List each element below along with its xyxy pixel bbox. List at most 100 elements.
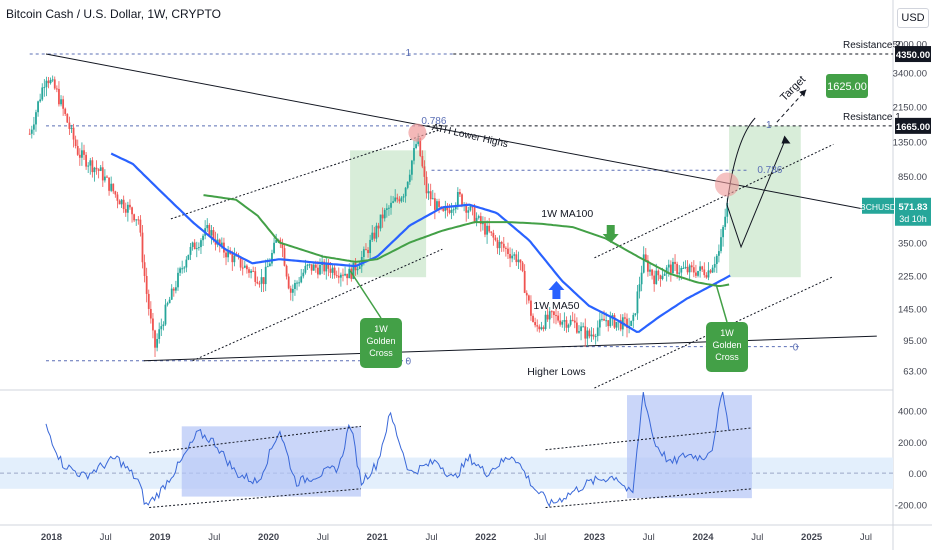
candle-body: [193, 242, 196, 250]
candle-body: [507, 248, 509, 255]
candle-body: [252, 270, 255, 272]
candle-body: [308, 264, 311, 266]
candle-body: [99, 167, 102, 171]
candle-body: [404, 187, 407, 197]
candle-body: [185, 259, 188, 268]
candle-body: [624, 317, 626, 319]
resistance-1-tag-label: 1665.00: [896, 122, 930, 133]
candle-body: [310, 264, 313, 271]
time-tick-label: 2018: [41, 532, 62, 543]
candle-body: [145, 276, 148, 294]
candle-body: [450, 209, 453, 213]
candle-body: [254, 271, 257, 282]
price-tick-label: 850.00: [898, 172, 927, 183]
candle-body: [467, 210, 470, 213]
candle-body: [367, 249, 369, 254]
candle-body: [415, 144, 417, 149]
time-tick-label: 2022: [475, 532, 496, 543]
candle-body: [32, 124, 35, 130]
candle-body: [456, 191, 459, 206]
candle-body: [331, 267, 334, 273]
candle-body: [74, 139, 77, 146]
candle-body: [227, 250, 230, 258]
golden-cross-1-line-1: Golden: [366, 336, 395, 346]
candle-body: [406, 181, 409, 188]
candle-body: [177, 272, 179, 288]
resistance-2-tag-label: 4350.00: [896, 50, 930, 61]
candle-body: [195, 248, 198, 250]
candle-body: [632, 314, 635, 321]
candle-body: [262, 277, 265, 285]
time-tick-label: Jul: [425, 532, 437, 543]
candle-body: [601, 318, 603, 320]
candle-body: [471, 206, 474, 208]
time-tick-label: Jul: [860, 532, 872, 543]
candle-body: [553, 311, 555, 316]
candle-body: [530, 300, 532, 316]
candle-body: [396, 197, 399, 200]
last-price-label: 571.83: [898, 202, 927, 213]
candle-body: [91, 160, 94, 173]
time-tick-label: 2023: [584, 532, 605, 543]
rsi-box-2: [627, 395, 752, 499]
candle-body: [584, 326, 587, 339]
candle-body: [649, 269, 651, 272]
chart-header-title: Bitcoin Cash / U.S. Dollar, 1W, CRYPTO: [6, 7, 221, 21]
price-tick-label: 145.00: [898, 304, 927, 315]
candle-body: [312, 264, 315, 271]
candle-body: [655, 270, 658, 285]
candle-body: [122, 199, 125, 210]
candle-body: [496, 240, 499, 249]
candle-body: [43, 87, 46, 89]
candle-body: [241, 267, 244, 269]
fib-0786-label-a: 0.786: [421, 116, 446, 127]
candle-body: [444, 207, 447, 211]
candle-body: [490, 231, 493, 233]
candle-body: [383, 209, 386, 219]
candle-body: [271, 253, 273, 264]
candle-body: [83, 150, 85, 155]
candle-body: [304, 265, 307, 273]
candle-body: [264, 266, 267, 285]
candle-body: [124, 209, 127, 213]
candle-body: [400, 197, 403, 202]
candle-body: [233, 255, 236, 263]
currency-selector[interactable]: USD: [897, 8, 929, 28]
higher-lows-label: Higher Lows: [527, 366, 585, 378]
candle-body: [536, 325, 539, 327]
candle-body: [58, 88, 60, 105]
candle-body: [392, 201, 395, 203]
target-zone: [729, 125, 801, 278]
candle-body: [701, 266, 704, 270]
candle-body: [697, 270, 699, 276]
candle-body: [388, 207, 390, 209]
candle-body: [325, 262, 328, 272]
candle-body: [436, 201, 438, 210]
candle-body: [68, 122, 71, 129]
candle-body: [607, 320, 610, 327]
rsi-tick-label: 400.00: [898, 407, 927, 418]
projection-path: [726, 141, 785, 249]
candle-body: [298, 282, 301, 284]
candle-body: [523, 270, 526, 293]
candle-body: [605, 320, 608, 322]
candle-body: [202, 235, 204, 241]
candle-body: [275, 239, 278, 243]
candle-body: [70, 127, 73, 129]
target-arrow-head: [799, 89, 807, 97]
candle-body: [527, 295, 530, 301]
candle-body: [452, 209, 455, 211]
candle-body: [28, 133, 31, 135]
candle-body: [657, 270, 660, 276]
resistance-2-label: Resistance 2: [843, 40, 901, 51]
candle-body: [103, 176, 106, 181]
candle-body: [248, 269, 250, 273]
candle-body: [394, 197, 397, 202]
candle-body: [494, 237, 497, 241]
candle-body: [413, 148, 415, 161]
candle-body: [339, 274, 342, 278]
price-tick-label: 63.00: [903, 367, 927, 378]
candle-body: [425, 176, 428, 194]
candle-body: [333, 267, 336, 276]
